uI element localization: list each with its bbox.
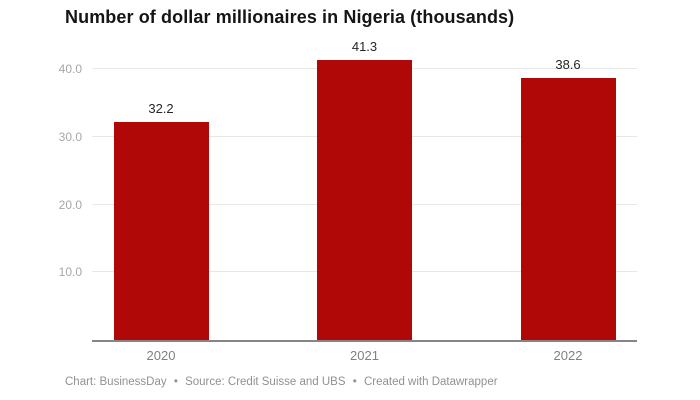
x-tick-label: 2022 (553, 348, 583, 363)
y-tick-label: 10.0 (58, 265, 82, 280)
footer-separator: • (352, 376, 357, 388)
bar-value-label: 32.2 (148, 100, 174, 116)
plot-area: 10.0 20.0 30.0 40.0 32.2 2020 41.3 2021 38.6 2022 (59, 39, 637, 363)
bar-2022 (520, 78, 616, 340)
chart-title: Number of dollar millionaires in Nigeria… (65, 7, 515, 27)
y-tick-label: 20.0 (58, 197, 82, 212)
footer-separator: • (173, 376, 178, 388)
datawrapper-credit-link[interactable]: Created with Datawrapper (363, 376, 498, 388)
chart-credit: Chart: BusinessDay (65, 376, 167, 388)
bar-2021 (317, 60, 412, 340)
x-tick-label: 2021 (350, 348, 379, 363)
bar-2020 (113, 121, 209, 340)
bar-value-label: 41.3 (351, 39, 378, 55)
y-tick-label: 40.0 (58, 61, 82, 76)
y-tick-label: 30.0 (58, 129, 82, 144)
chart-footer: Chart: BusinessDay • Source: Credit Suis… (65, 376, 498, 388)
x-tick-label: 2020 (146, 348, 176, 363)
bar-value-label: 38.6 (555, 57, 581, 73)
source-credit: Source: Credit Suisse and UBS (185, 376, 346, 388)
